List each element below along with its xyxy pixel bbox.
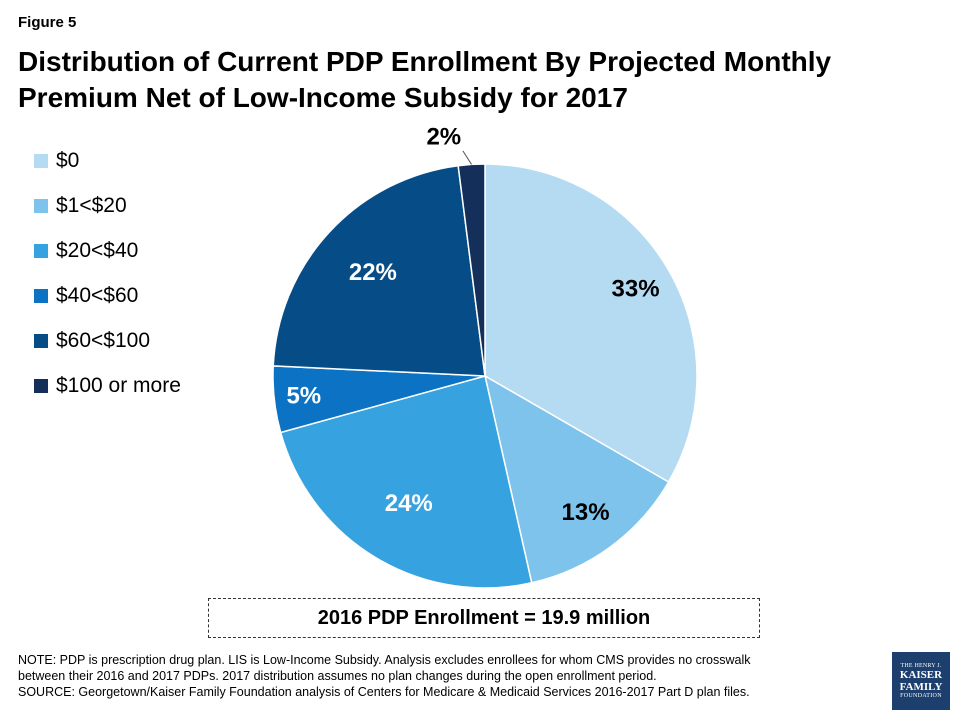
legend-label-2: $20<$40 [56,238,139,262]
kff-logo: THE HENRY J. KAISER FAMILY FOUNDATION [892,652,950,710]
pie-slice-2 [279,375,533,589]
note-line-2: between their 2016 and 2017 PDPs. 2017 d… [18,669,657,683]
legend-swatch-5 [34,378,48,393]
logo-line-2: KAISER [899,669,943,681]
legend-item-0: $0 [34,138,181,183]
legend-item-4: $60<$100 [34,318,181,363]
chart-title: Distribution of Current PDP Enrollment B… [18,46,832,113]
slice-label-5: 2% [426,123,461,150]
legend-swatch-0 [34,153,48,168]
leader-line-5 [462,150,472,165]
logo-line-3: FAMILY [899,681,943,693]
logo-line-4: FOUNDATION [900,693,942,699]
legend-item-3: $40<$60 [34,273,181,318]
total-enrollment-box: 2016 PDP Enrollment = 19.9 million [208,598,760,638]
slice-label-4: 22% [349,259,397,286]
pie-slice-5 [457,163,486,377]
pie-slice-4 [272,164,486,377]
legend-label-4: $60<$100 [56,328,151,352]
legend-label-1: $1<$20 [56,193,127,217]
legend-label-0: $0 [56,148,80,172]
footnote: NOTE: PDP is prescription drug plan. LIS… [18,652,878,700]
legend-item-5: $100 or more [34,363,181,408]
figure-label: Figure 5 [18,14,77,31]
slice-label-1: 13% [562,499,610,526]
legend-swatch-4 [34,333,48,348]
legend-swatch-1 [34,198,48,213]
logo-line-1: THE HENRY J. [900,663,942,669]
note-line-1: NOTE: PDP is prescription drug plan. LIS… [18,653,751,667]
legend-item-1: $1<$20 [34,183,181,228]
legend-swatch-2 [34,243,48,258]
legend-swatch-3 [34,288,48,303]
slice-label-2: 24% [385,490,433,517]
slice-label-0: 33% [612,276,660,303]
slice-label-3: 5% [286,383,321,410]
chart-legend: $0 $1<$20 $20<$40 $40<$60 $60<$100 $100 … [34,138,181,408]
legend-label-3: $40<$60 [56,283,139,307]
source-line: SOURCE: Georgetown/Kaiser Family Foundat… [18,685,750,699]
legend-item-2: $20<$40 [34,228,181,273]
pie-slice-1 [483,374,670,584]
legend-label-5: $100 or more [56,373,181,397]
pie-slice-0 [484,163,698,484]
